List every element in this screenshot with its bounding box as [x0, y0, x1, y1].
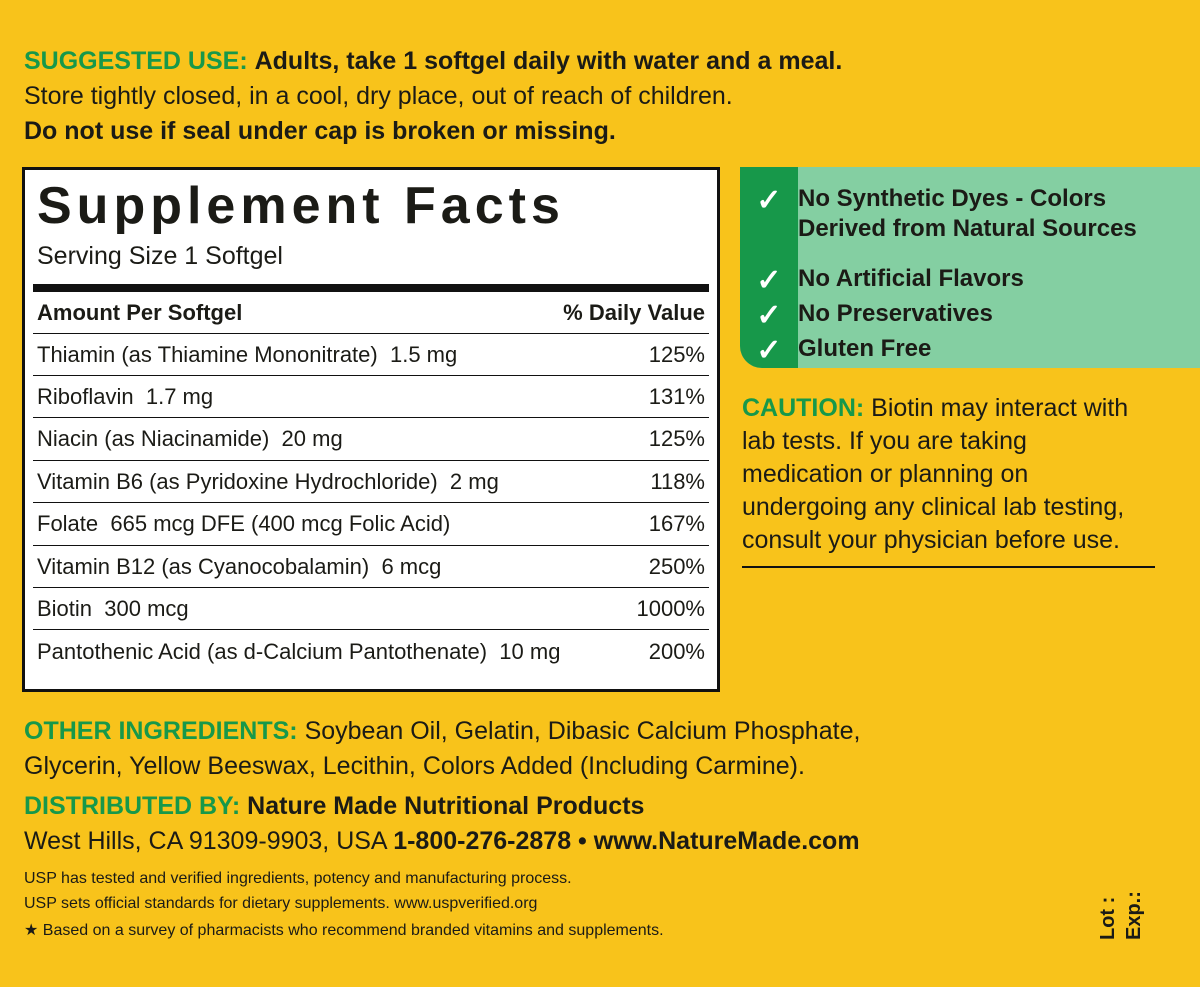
amount: 20 mg [281, 426, 343, 452]
claim: ✓ No Artificial Flavors [740, 263, 1200, 298]
daily-value: 131% [648, 383, 705, 409]
nutrient: Folate 665 mcg DFE (400 mcg Folic Acid) [37, 511, 450, 537]
nutrient: Vitamin B12 (as Cyanocobalamin) 6 mcg [37, 554, 441, 580]
nutrient: Niacin (as Niacinamide) 20 mg [37, 426, 343, 452]
caution: CAUTION: Biotin may interact with lab te… [742, 392, 1142, 557]
label: DISTRIBUTED BY: [24, 792, 241, 820]
daily-value: 250% [648, 553, 705, 579]
claim: ✓ Gluten Free [740, 333, 1200, 368]
facts-row: Vitamin B6 (as Pyridoxine Hydrochloride)… [33, 461, 709, 504]
nutrient: Biotin 300 mcg [37, 596, 189, 622]
text: Soybean Oil, Gelatin, Dibasic Calcium Ph… [24, 717, 861, 780]
check-band [740, 167, 798, 368]
divider [33, 284, 709, 292]
nutrient-name: Riboflavin [37, 383, 134, 409]
facts-row: Niacin (as Niacinamide) 20 mg 125% [33, 419, 709, 461]
contact: 1-800-276-2878 • www.NatureMade.com [393, 827, 860, 855]
storage: Store tightly closed, in a cool, dry pla… [24, 82, 733, 110]
claim: ✓ No Synthetic Dyes - Colors Derived from… [740, 183, 1200, 244]
daily-value: 200% [648, 638, 705, 664]
nutrient: Vitamin B6 (as Pyridoxine Hydrochloride)… [37, 469, 499, 495]
claim-text: No Artificial Flavors [798, 265, 1024, 292]
facts-row: Pantothenic Acid (as d-Calcium Pantothen… [33, 631, 709, 673]
facts-row: Biotin 300 mcg 1000% [33, 588, 709, 631]
footnote: USP sets official standards for dietary … [24, 895, 538, 912]
check-icon: ✓ [756, 264, 782, 297]
nutrient-name: Vitamin B12 (as Cyanocobalamin) [37, 553, 370, 579]
daily-value: 125% [648, 426, 705, 452]
footnote: ★ Based on a survey of pharmacists who r… [24, 922, 664, 939]
header: % Daily Value [563, 299, 705, 325]
address: West Hills, CA 91309-9903, USA 1-800-276… [24, 824, 860, 859]
amount: 2 mg [449, 468, 499, 494]
suggested-use: SUGGESTED USE: Adults, take 1 softgel da… [24, 44, 842, 79]
facts-title: Supplement Facts [37, 177, 565, 235]
exp: Exp.: [1123, 891, 1145, 940]
nutrient-name: Folate [37, 511, 99, 537]
facts-row: Riboflavin 1.7 mg 131% [33, 376, 709, 419]
amount: 665 mcg DFE (400 mcg Folic Acid) [110, 511, 451, 537]
company: Nature Made Nutritional Products [247, 792, 645, 820]
label: CAUTION: [742, 394, 865, 422]
check-icon: ✓ [756, 184, 782, 217]
daily-value: 167% [648, 511, 705, 537]
lot-exp: Lot : Exp.: [1095, 891, 1147, 940]
divider [742, 566, 1155, 568]
nutrient-name: Pantothenic Acid (as d-Calcium Pantothen… [37, 638, 488, 664]
text: Biotin may interact with lab tests. If y… [742, 394, 1129, 554]
amount: 1.7 mg [145, 383, 214, 409]
lot: Lot : [1097, 896, 1119, 940]
label: SUGGESTED USE: [24, 47, 248, 75]
claims: ✓ No Synthetic Dyes - Colors Derived from… [740, 167, 1200, 368]
other-ingredients: OTHER INGREDIENTS: Soybean Oil, Gelatin,… [24, 714, 924, 784]
distributed: DISTRIBUTED BY: Nature Made Nutritional … [24, 789, 644, 824]
header-row: Amount Per Softgel % Daily Value [33, 292, 709, 334]
amount: 6 mcg [381, 553, 442, 579]
nutrient-name: Thiamin (as Thiamine Mononitrate) [37, 341, 378, 367]
nutrient: Thiamin (as Thiamine Mononitrate) 1.5 mg [37, 342, 457, 368]
nutrient-name: Vitamin B6 (as Pyridoxine Hydrochloride) [37, 468, 438, 494]
supplement-facts: Supplement Facts Serving Size 1 Softgel … [22, 167, 720, 692]
amount: 300 mcg [104, 595, 189, 621]
warning: Do not use if seal under cap is broken o… [24, 117, 616, 145]
nutrient-name: Niacin (as Niacinamide) [37, 426, 270, 452]
facts-row: Folate 665 mcg DFE (400 mcg Folic Acid) 1… [33, 504, 709, 546]
amount: 1.5 mg [389, 341, 458, 367]
address: West Hills, CA 91309-9903, USA [24, 827, 387, 855]
nutrient-name: Biotin [37, 595, 93, 621]
text: Adults, take 1 softgel daily with water … [254, 47, 843, 75]
facts-row: Thiamin (as Thiamine Mononitrate) 1.5 mg… [33, 334, 709, 376]
nutrient: Pantothenic Acid (as d-Calcium Pantothen… [37, 639, 560, 665]
claim-text: No Preservatives [798, 300, 993, 327]
nutrient: Riboflavin 1.7 mg [37, 384, 213, 410]
serving-size: Serving Size 1 Softgel [37, 242, 283, 270]
check-icon: ✓ [756, 334, 782, 367]
amount: 10 mg [499, 638, 561, 664]
footnote: USP has tested and verified ingredients,… [24, 870, 572, 887]
label: OTHER INGREDIENTS: [24, 717, 298, 745]
daily-value: 118% [650, 468, 705, 494]
check-icon: ✓ [756, 299, 782, 332]
daily-value: 1000% [636, 595, 705, 621]
claim-text: No Synthetic Dyes - Colors Derived from … [798, 185, 1137, 242]
facts-row: Vitamin B12 (as Cyanocobalamin) 6 mcg 250… [33, 546, 709, 588]
claim-text: Gluten Free [798, 335, 932, 362]
claim: ✓ No Preservatives [740, 298, 1200, 333]
daily-value: 125% [648, 341, 705, 367]
header: Amount Per Softgel [37, 299, 243, 325]
